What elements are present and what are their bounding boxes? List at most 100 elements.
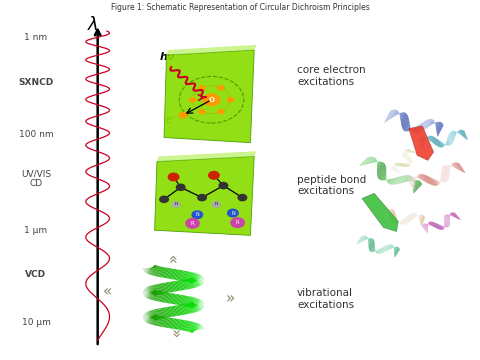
Polygon shape (163, 307, 167, 318)
Polygon shape (390, 209, 393, 218)
Polygon shape (396, 163, 406, 167)
Polygon shape (400, 112, 402, 117)
Polygon shape (170, 293, 175, 304)
Polygon shape (158, 284, 163, 294)
Polygon shape (431, 178, 437, 186)
Polygon shape (435, 122, 438, 126)
Polygon shape (380, 173, 386, 180)
Polygon shape (151, 265, 157, 275)
Polygon shape (377, 162, 382, 167)
Polygon shape (392, 167, 398, 170)
Polygon shape (191, 298, 198, 308)
Polygon shape (420, 215, 424, 224)
Polygon shape (150, 310, 156, 320)
Polygon shape (370, 243, 375, 251)
Polygon shape (174, 281, 179, 291)
Polygon shape (444, 220, 449, 227)
Polygon shape (396, 163, 406, 167)
Text: »: » (166, 329, 181, 338)
Polygon shape (429, 222, 433, 226)
Polygon shape (402, 163, 410, 166)
Polygon shape (180, 280, 185, 290)
Polygon shape (160, 292, 165, 302)
Polygon shape (444, 217, 450, 224)
Polygon shape (422, 174, 430, 184)
Polygon shape (191, 279, 204, 282)
Polygon shape (405, 152, 407, 153)
Polygon shape (405, 152, 408, 153)
Polygon shape (414, 214, 417, 218)
Polygon shape (399, 163, 408, 167)
Polygon shape (429, 176, 436, 186)
Polygon shape (447, 214, 450, 218)
Polygon shape (377, 161, 381, 165)
Polygon shape (444, 225, 446, 228)
Polygon shape (417, 176, 420, 179)
Polygon shape (189, 297, 194, 307)
Polygon shape (164, 283, 169, 293)
Polygon shape (438, 139, 442, 148)
Polygon shape (396, 175, 406, 184)
Polygon shape (444, 226, 445, 227)
Circle shape (238, 194, 247, 201)
Polygon shape (144, 291, 156, 295)
Polygon shape (145, 315, 156, 322)
Polygon shape (388, 209, 390, 212)
Polygon shape (180, 305, 184, 315)
Polygon shape (417, 176, 419, 179)
Polygon shape (428, 176, 435, 186)
Polygon shape (458, 130, 461, 135)
Polygon shape (424, 175, 432, 185)
Polygon shape (191, 303, 203, 309)
Polygon shape (449, 134, 453, 144)
Polygon shape (461, 130, 465, 138)
Polygon shape (445, 144, 446, 145)
Polygon shape (451, 131, 454, 140)
Polygon shape (174, 294, 178, 305)
Polygon shape (374, 160, 377, 162)
Polygon shape (402, 154, 410, 158)
Polygon shape (401, 113, 407, 124)
Polygon shape (369, 239, 373, 246)
Polygon shape (371, 245, 375, 252)
Polygon shape (450, 213, 454, 217)
Polygon shape (396, 111, 398, 116)
Polygon shape (149, 286, 156, 296)
Polygon shape (151, 290, 157, 300)
Polygon shape (451, 131, 455, 140)
Polygon shape (191, 273, 197, 283)
Polygon shape (400, 220, 402, 224)
Polygon shape (391, 109, 396, 118)
Polygon shape (427, 224, 428, 225)
Polygon shape (408, 177, 413, 181)
Polygon shape (149, 311, 156, 320)
Polygon shape (453, 212, 459, 219)
Circle shape (192, 211, 203, 219)
Polygon shape (143, 266, 156, 270)
Polygon shape (168, 282, 172, 292)
Polygon shape (359, 157, 369, 166)
Polygon shape (190, 304, 204, 307)
Polygon shape (147, 287, 156, 296)
Title: Figure 1: Schematic Representation of Circular Dichroism Principles: Figure 1: Schematic Representation of Ci… (110, 3, 370, 12)
Polygon shape (168, 307, 172, 317)
Polygon shape (440, 225, 444, 229)
Polygon shape (166, 268, 170, 278)
Polygon shape (390, 177, 399, 184)
Polygon shape (387, 210, 388, 211)
Polygon shape (437, 123, 443, 136)
Polygon shape (409, 162, 410, 163)
Polygon shape (192, 300, 202, 308)
Polygon shape (394, 247, 396, 250)
Polygon shape (444, 222, 448, 228)
Polygon shape (456, 162, 462, 171)
Polygon shape (190, 280, 204, 281)
Polygon shape (393, 166, 396, 168)
Polygon shape (179, 305, 183, 315)
Polygon shape (377, 208, 381, 217)
Polygon shape (379, 207, 383, 216)
Polygon shape (391, 246, 394, 248)
Polygon shape (157, 151, 257, 162)
Polygon shape (176, 305, 180, 316)
Polygon shape (402, 218, 405, 225)
